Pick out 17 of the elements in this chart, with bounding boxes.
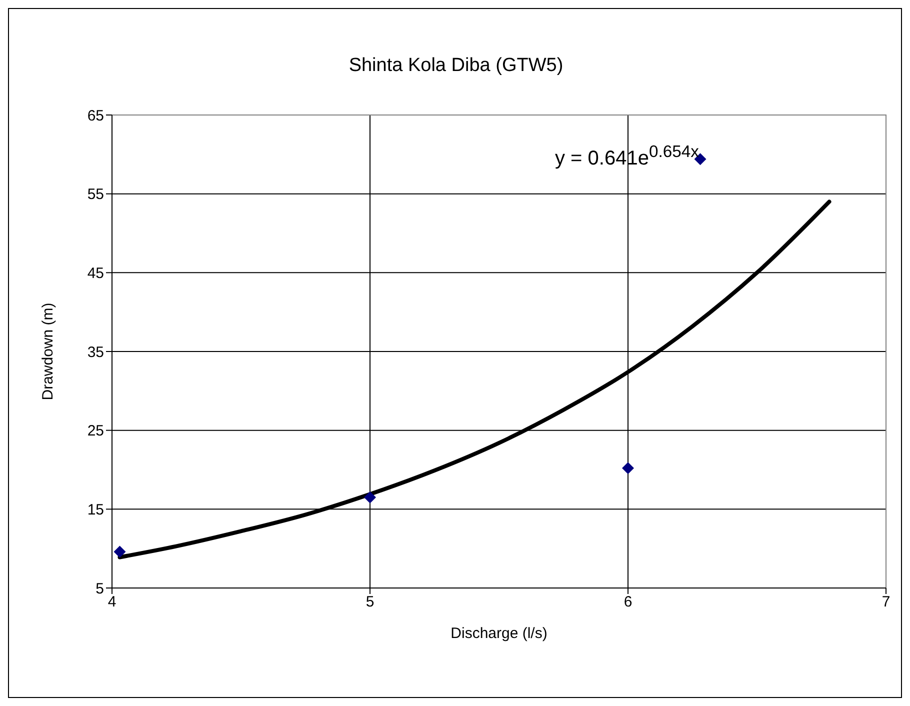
- chart-title: Shinta Kola Diba (GTW5): [348, 55, 564, 77]
- y-tick-label: 5: [96, 580, 104, 598]
- y-tick-label: 25: [87, 422, 104, 440]
- y-tick-label: 65: [87, 107, 104, 124]
- point: [114, 546, 126, 558]
- x-tick-label: 7: [882, 594, 890, 611]
- x-axis-title: Discharge (l/s): [450, 625, 548, 642]
- point: [622, 462, 634, 474]
- y-axis-title: Drawdown (m): [39, 302, 56, 400]
- x-tick-label: 6: [624, 594, 632, 611]
- point: [364, 491, 376, 504]
- x-tick-label: 4: [108, 594, 116, 611]
- y-tick-label: 45: [87, 264, 104, 282]
- y-tick-label: 15: [87, 501, 104, 518]
- y-tick-label: 35: [87, 344, 104, 361]
- x-tick-label: 5: [366, 594, 374, 611]
- y-tick-label: 55: [87, 186, 104, 204]
